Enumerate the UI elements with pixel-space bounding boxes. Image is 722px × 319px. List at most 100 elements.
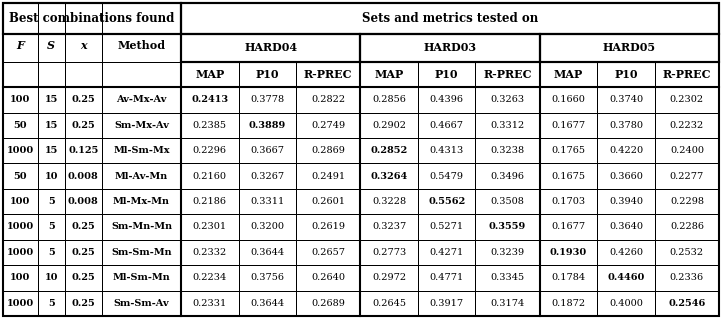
Bar [3, 34, 181, 62]
Bar [181, 87, 238, 113]
Text: 0.2186: 0.2186 [193, 197, 227, 206]
Bar [181, 265, 238, 291]
Text: 0.3264: 0.3264 [370, 172, 408, 181]
Text: 5: 5 [48, 197, 55, 206]
Text: R-PREC: R-PREC [304, 69, 352, 80]
Text: Best combinations found: Best combinations found [9, 12, 175, 25]
Text: 0.2601: 0.2601 [311, 197, 345, 206]
Text: S: S [47, 40, 55, 50]
Text: HARD03: HARD03 [423, 42, 477, 54]
Bar [475, 189, 539, 214]
Text: 0.3237: 0.3237 [372, 222, 406, 232]
Bar [539, 265, 597, 291]
Bar [3, 265, 38, 291]
Bar [238, 62, 296, 87]
Bar [38, 163, 64, 189]
Bar [418, 163, 475, 189]
Bar [475, 163, 539, 189]
Bar [38, 189, 64, 214]
Bar [102, 163, 181, 189]
Text: 0.2749: 0.2749 [311, 121, 345, 130]
Text: 0.4313: 0.4313 [430, 146, 464, 155]
Bar [418, 87, 475, 113]
Bar [360, 113, 418, 138]
Bar [597, 163, 655, 189]
Text: 0.125: 0.125 [68, 146, 98, 155]
Text: Ml-Mx-Mn: Ml-Mx-Mn [113, 197, 170, 206]
Bar [655, 214, 719, 240]
Bar [64, 265, 102, 291]
Bar [360, 62, 418, 87]
Text: 0.4271: 0.4271 [430, 248, 464, 257]
Text: 0.2332: 0.2332 [193, 248, 227, 257]
Bar [3, 87, 38, 113]
Bar [238, 214, 296, 240]
Text: 0.4667: 0.4667 [430, 121, 464, 130]
Bar [418, 113, 475, 138]
Bar [360, 265, 418, 291]
Bar [181, 3, 719, 34]
Text: Sm-Mn-Mn: Sm-Mn-Mn [111, 222, 172, 232]
Text: Sm-Sm-Av: Sm-Sm-Av [113, 299, 170, 308]
Text: 0.2546: 0.2546 [669, 299, 705, 308]
Bar [296, 214, 360, 240]
Text: 0.3660: 0.3660 [609, 172, 643, 181]
Bar [655, 163, 719, 189]
Text: 0.2298: 0.2298 [670, 197, 704, 206]
Text: x: x [80, 40, 87, 50]
Text: 0.4771: 0.4771 [430, 273, 464, 282]
Bar [296, 113, 360, 138]
Bar [597, 265, 655, 291]
Bar [102, 3, 181, 87]
Bar [655, 87, 719, 113]
Bar [597, 214, 655, 240]
Text: Ml-Sm-Mx: Ml-Sm-Mx [113, 146, 170, 155]
Text: 15: 15 [45, 95, 58, 104]
Bar [38, 214, 64, 240]
Bar [360, 240, 418, 265]
Text: 0.5562: 0.5562 [428, 197, 465, 206]
Bar [181, 163, 238, 189]
Bar [360, 87, 418, 113]
Bar [539, 291, 597, 316]
Bar [238, 265, 296, 291]
Bar [539, 113, 597, 138]
Bar [238, 138, 296, 163]
Bar [3, 163, 38, 189]
Text: 0.25: 0.25 [71, 248, 95, 257]
Bar [597, 291, 655, 316]
Bar [38, 240, 64, 265]
Text: R-PREC: R-PREC [483, 69, 532, 80]
Text: 10: 10 [45, 172, 58, 181]
Bar [597, 138, 655, 163]
Bar [539, 34, 719, 62]
Text: 1000: 1000 [6, 248, 34, 257]
Text: 10: 10 [45, 273, 58, 282]
Bar [3, 189, 38, 214]
Bar [418, 138, 475, 163]
Bar [64, 3, 102, 87]
Bar [418, 240, 475, 265]
Text: 0.2822: 0.2822 [311, 95, 345, 104]
Text: 100: 100 [10, 273, 30, 282]
Bar [3, 62, 181, 87]
Text: 0.4396: 0.4396 [430, 95, 464, 104]
Text: 0.3312: 0.3312 [490, 121, 525, 130]
Text: 1000: 1000 [6, 222, 34, 232]
Text: 50: 50 [14, 172, 27, 181]
Text: 0.2532: 0.2532 [670, 248, 704, 257]
Bar [102, 87, 181, 113]
Bar [64, 214, 102, 240]
Bar [360, 138, 418, 163]
Text: 0.3238: 0.3238 [490, 146, 525, 155]
Text: 1000: 1000 [6, 299, 34, 308]
Bar [655, 113, 719, 138]
Bar [38, 87, 64, 113]
Bar [597, 62, 655, 87]
Bar [102, 291, 181, 316]
Bar [296, 138, 360, 163]
Text: 0.2640: 0.2640 [311, 273, 345, 282]
Text: 0.2160: 0.2160 [193, 172, 227, 181]
Bar [475, 138, 539, 163]
Bar [102, 189, 181, 214]
